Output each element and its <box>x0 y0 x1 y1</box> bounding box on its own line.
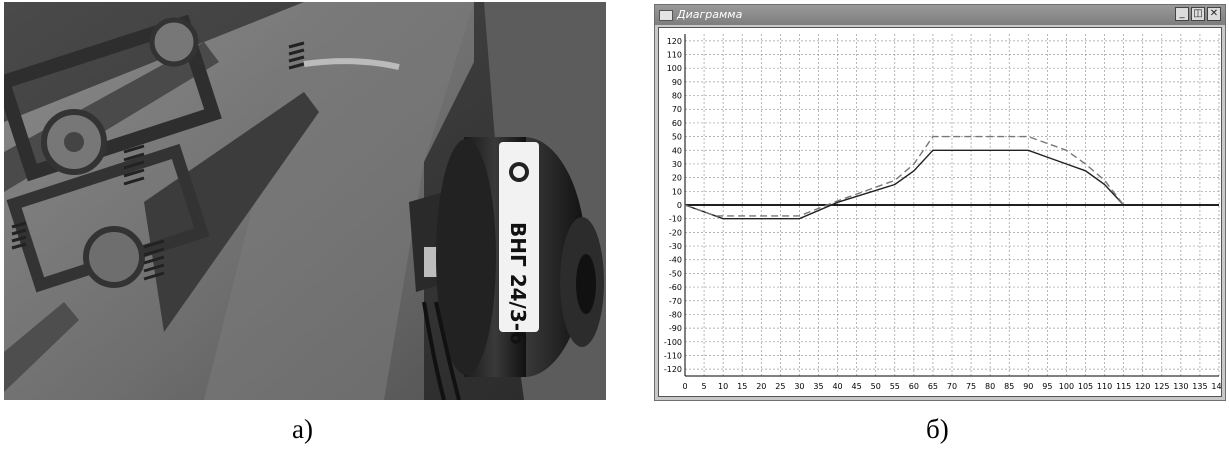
y-tick-label: -70 <box>669 297 682 306</box>
photo-apparatus: ВНГ 24/3-6 <box>4 2 606 400</box>
caption-a: а) <box>292 414 313 444</box>
y-tick-label: 60 <box>672 119 682 128</box>
x-tick-label: 95 <box>1042 382 1052 391</box>
x-tick-label: 30 <box>794 382 804 391</box>
x-tick-label: 125 <box>1154 382 1169 391</box>
x-tick-label: 10 <box>718 382 728 391</box>
x-tick-label: 100 <box>1059 382 1074 391</box>
x-tick-label: 15 <box>737 382 747 391</box>
restore-button[interactable]: ◫ <box>1191 7 1205 21</box>
y-tick-label: -60 <box>669 283 682 292</box>
x-tick-label: 120 <box>1135 382 1150 391</box>
y-tick-label: -80 <box>669 310 682 319</box>
y-tick-label: 80 <box>672 92 682 101</box>
y-tick-label: 70 <box>672 105 682 114</box>
series-line-dashed <box>684 135 1125 217</box>
y-tick-label: 110 <box>667 51 682 60</box>
x-tick-label: 115 <box>1116 382 1131 391</box>
x-tick-label: 65 <box>928 382 938 391</box>
window-titlebar[interactable]: Диаграмма _ ◫ ✕ <box>655 5 1225 25</box>
x-tick-label: 35 <box>813 382 823 391</box>
window-icon <box>659 10 673 21</box>
y-tick-label: 40 <box>672 146 682 155</box>
x-tick-label: 110 <box>1097 382 1112 391</box>
y-tick-label: -100 <box>664 338 682 347</box>
x-tick-label: 40 <box>832 382 842 391</box>
y-tick-label: 20 <box>672 174 682 183</box>
x-tick-label: 135 <box>1192 382 1207 391</box>
y-tick-label: -40 <box>669 256 682 265</box>
y-tick-label: 90 <box>672 78 682 87</box>
x-tick-label: 85 <box>1004 382 1014 391</box>
y-tick-label: -30 <box>669 242 682 251</box>
window-title: Диаграмма <box>677 8 743 21</box>
series-line-solid <box>684 149 1125 220</box>
x-tick-label: 5 <box>702 382 707 391</box>
x-tick-label: 80 <box>985 382 995 391</box>
line-chart: 0 5 10 15 20 25 30 35 40 45 50 55 60 65 70 75 80 85 90 95 10… <box>664 34 1227 391</box>
y-tick-label: 30 <box>672 160 682 169</box>
photo-illustration: ВНГ 24/3-6 <box>4 2 606 400</box>
y-tick-label: -120 <box>664 365 682 374</box>
x-tick-label: 60 <box>909 382 919 391</box>
y-tick-label: 50 <box>672 133 682 142</box>
x-tick-label: 55 <box>890 382 900 391</box>
close-button[interactable]: ✕ <box>1207 7 1221 21</box>
svg-text:ВНГ 24/3-6: ВНГ 24/3-6 <box>506 222 530 345</box>
x-tick-label: 105 <box>1078 382 1093 391</box>
plot-area: 0 5 10 15 20 25 30 35 40 45 50 55 60 65 70 75 80 85 90 95 10… <box>658 27 1227 397</box>
x-tick-label: 0 <box>682 382 687 391</box>
y-tick-label: -20 <box>669 228 682 237</box>
y-tick-label: -50 <box>669 269 682 278</box>
caption-b: б) <box>926 414 949 444</box>
x-tick-label: 50 <box>871 382 881 391</box>
x-tick-label: 45 <box>852 382 862 391</box>
x-tick-label: 90 <box>1023 382 1033 391</box>
minimize-button[interactable]: _ <box>1175 7 1189 21</box>
y-tick-label: 120 <box>667 37 682 46</box>
y-tick-label: -110 <box>664 351 682 360</box>
x-tick-label: 140 <box>1211 382 1221 391</box>
y-tick-label: -10 <box>669 215 682 224</box>
x-tick-label: 75 <box>966 382 976 391</box>
diagram-window: Диаграмма _ ◫ ✕ 0 5 10 15 20 25 30 35 40 45 50 55 60… <box>654 4 1227 401</box>
x-tick-label: 130 <box>1173 382 1188 391</box>
y-tick-label: -90 <box>669 324 682 333</box>
y-tick-label: 100 <box>667 64 682 73</box>
y-tick-label: 10 <box>672 187 682 196</box>
x-tick-label: 25 <box>775 382 785 391</box>
x-tick-label: 20 <box>756 382 766 391</box>
y-tick-label: 0 <box>677 201 682 210</box>
x-tick-label: 70 <box>947 382 957 391</box>
